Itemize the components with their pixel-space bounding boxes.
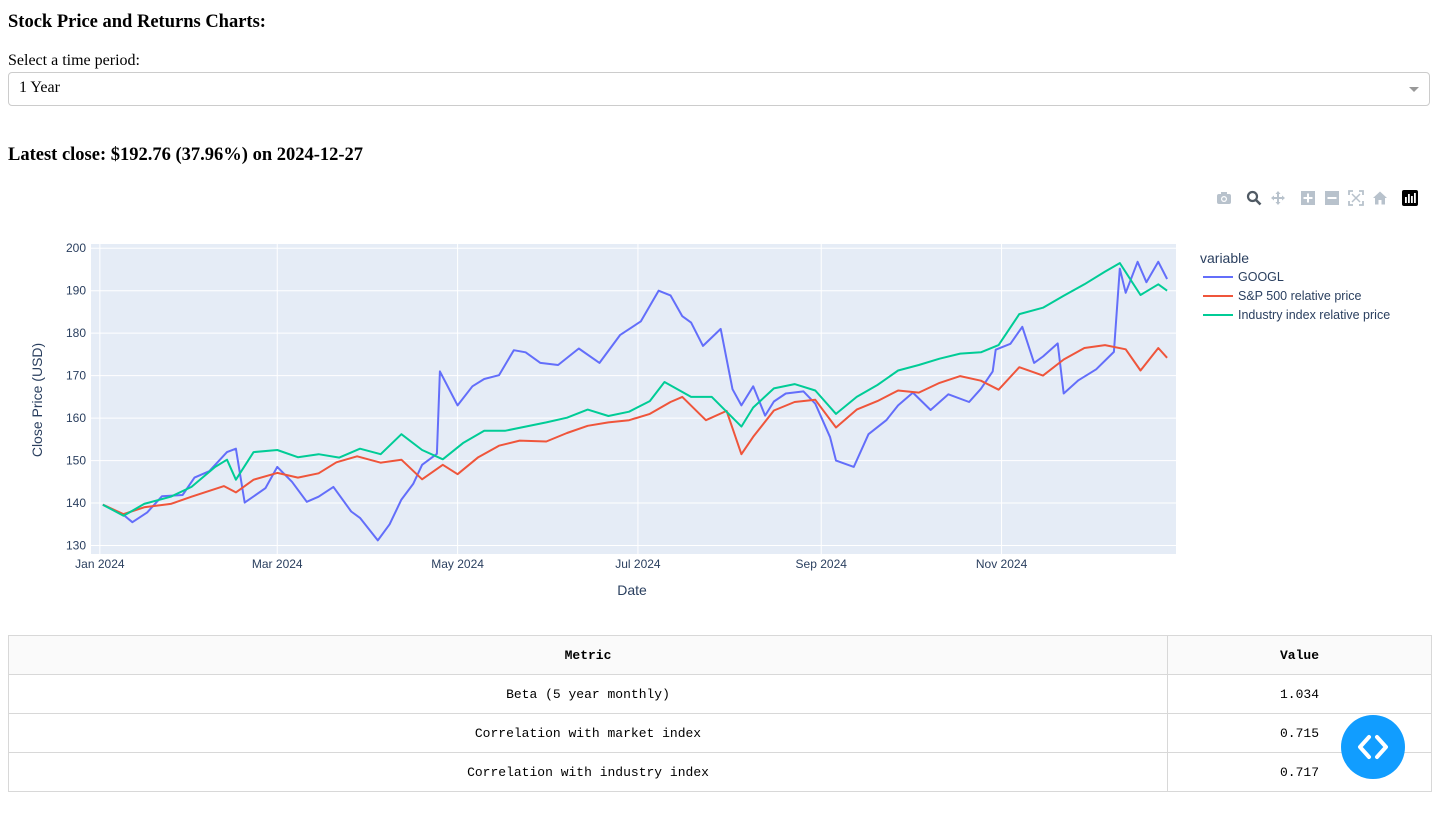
chevron-down-icon[interactable]: [1409, 87, 1419, 92]
latest-close: Latest close: $192.76 (37.96%) on 2024-1…: [8, 145, 364, 165]
value-cell[interactable]: 1.034: [1167, 674, 1432, 714]
period-select-label: Select a time period:: [8, 52, 140, 69]
metric-cell[interactable]: Correlation with market index: [8, 713, 1168, 753]
x-tick-label: Sep 2024: [796, 557, 848, 571]
x-tick-label: Mar 2024: [252, 557, 303, 571]
y-axis-title: Close Price (USD): [29, 343, 45, 457]
y-tick-label: 160: [66, 411, 86, 425]
period-select[interactable]: 1 Year: [8, 72, 1430, 106]
y-tick-label: 130: [66, 539, 86, 553]
chart-modebar: [1214, 188, 1424, 208]
reset-axes-icon[interactable]: [1370, 188, 1390, 208]
autoscale-icon[interactable]: [1346, 188, 1366, 208]
y-tick-label: 190: [66, 284, 86, 298]
legend-item-label[interactable]: GOOGL: [1238, 270, 1284, 284]
zoom-out-icon[interactable]: [1322, 188, 1342, 208]
legend-item-label[interactable]: Industry index relative price: [1238, 308, 1390, 322]
y-tick-label: 200: [66, 241, 86, 255]
x-tick-label: Jan 2024: [75, 557, 125, 571]
series-line-2[interactable]: [102, 262, 1168, 517]
metric-cell[interactable]: Beta (5 year monthly): [8, 674, 1168, 714]
pan-icon[interactable]: [1268, 188, 1288, 208]
chart-legend: variable GOOGL S&P 500 relative price Indu…: [1200, 250, 1390, 322]
column-header-value[interactable]: Value: [1167, 635, 1432, 675]
code-toggle-button[interactable]: [1341, 715, 1405, 779]
y-tick-label: 170: [66, 369, 86, 383]
y-tick-label: 140: [66, 496, 86, 510]
series-line-1[interactable]: [102, 344, 1168, 516]
table-row: Correlation with industry index 0.717: [8, 752, 1432, 792]
metrics-table: Metric Value Beta (5 year monthly) 1.034…: [8, 635, 1432, 792]
zoom-icon[interactable]: [1244, 188, 1264, 208]
plotly-logo-icon[interactable]: [1400, 188, 1420, 208]
period-select-value: 1 Year: [19, 79, 60, 96]
y-tick-label: 150: [66, 454, 86, 468]
zoom-in-icon[interactable]: [1298, 188, 1318, 208]
legend-item-label[interactable]: S&P 500 relative price: [1238, 289, 1361, 303]
table-row: Beta (5 year monthly) 1.034: [8, 674, 1432, 714]
camera-icon[interactable]: [1214, 188, 1234, 208]
x-tick-label: Nov 2024: [976, 557, 1028, 571]
x-axis-title: Date: [617, 582, 647, 598]
price-chart[interactable]: 130 140 150 160 170 180 190 200 Jan 2024 Mar 202…: [0, 230, 1440, 610]
column-header-metric[interactable]: Metric: [8, 635, 1168, 675]
y-tick-label: 180: [66, 326, 86, 340]
x-tick-label: Jul 2024: [615, 557, 661, 571]
code-brackets-icon: [1358, 735, 1388, 759]
table-row: Correlation with market index 0.715: [8, 713, 1432, 753]
table-header-row: Metric Value: [8, 635, 1432, 675]
page-title: Stock Price and Returns Charts:: [8, 12, 266, 32]
legend-title: variable: [1200, 250, 1249, 266]
metric-cell[interactable]: Correlation with industry index: [8, 752, 1168, 792]
series-line-0[interactable]: [102, 260, 1168, 542]
plot-area[interactable]: [91, 244, 1176, 554]
x-tick-label: May 2024: [431, 557, 484, 571]
